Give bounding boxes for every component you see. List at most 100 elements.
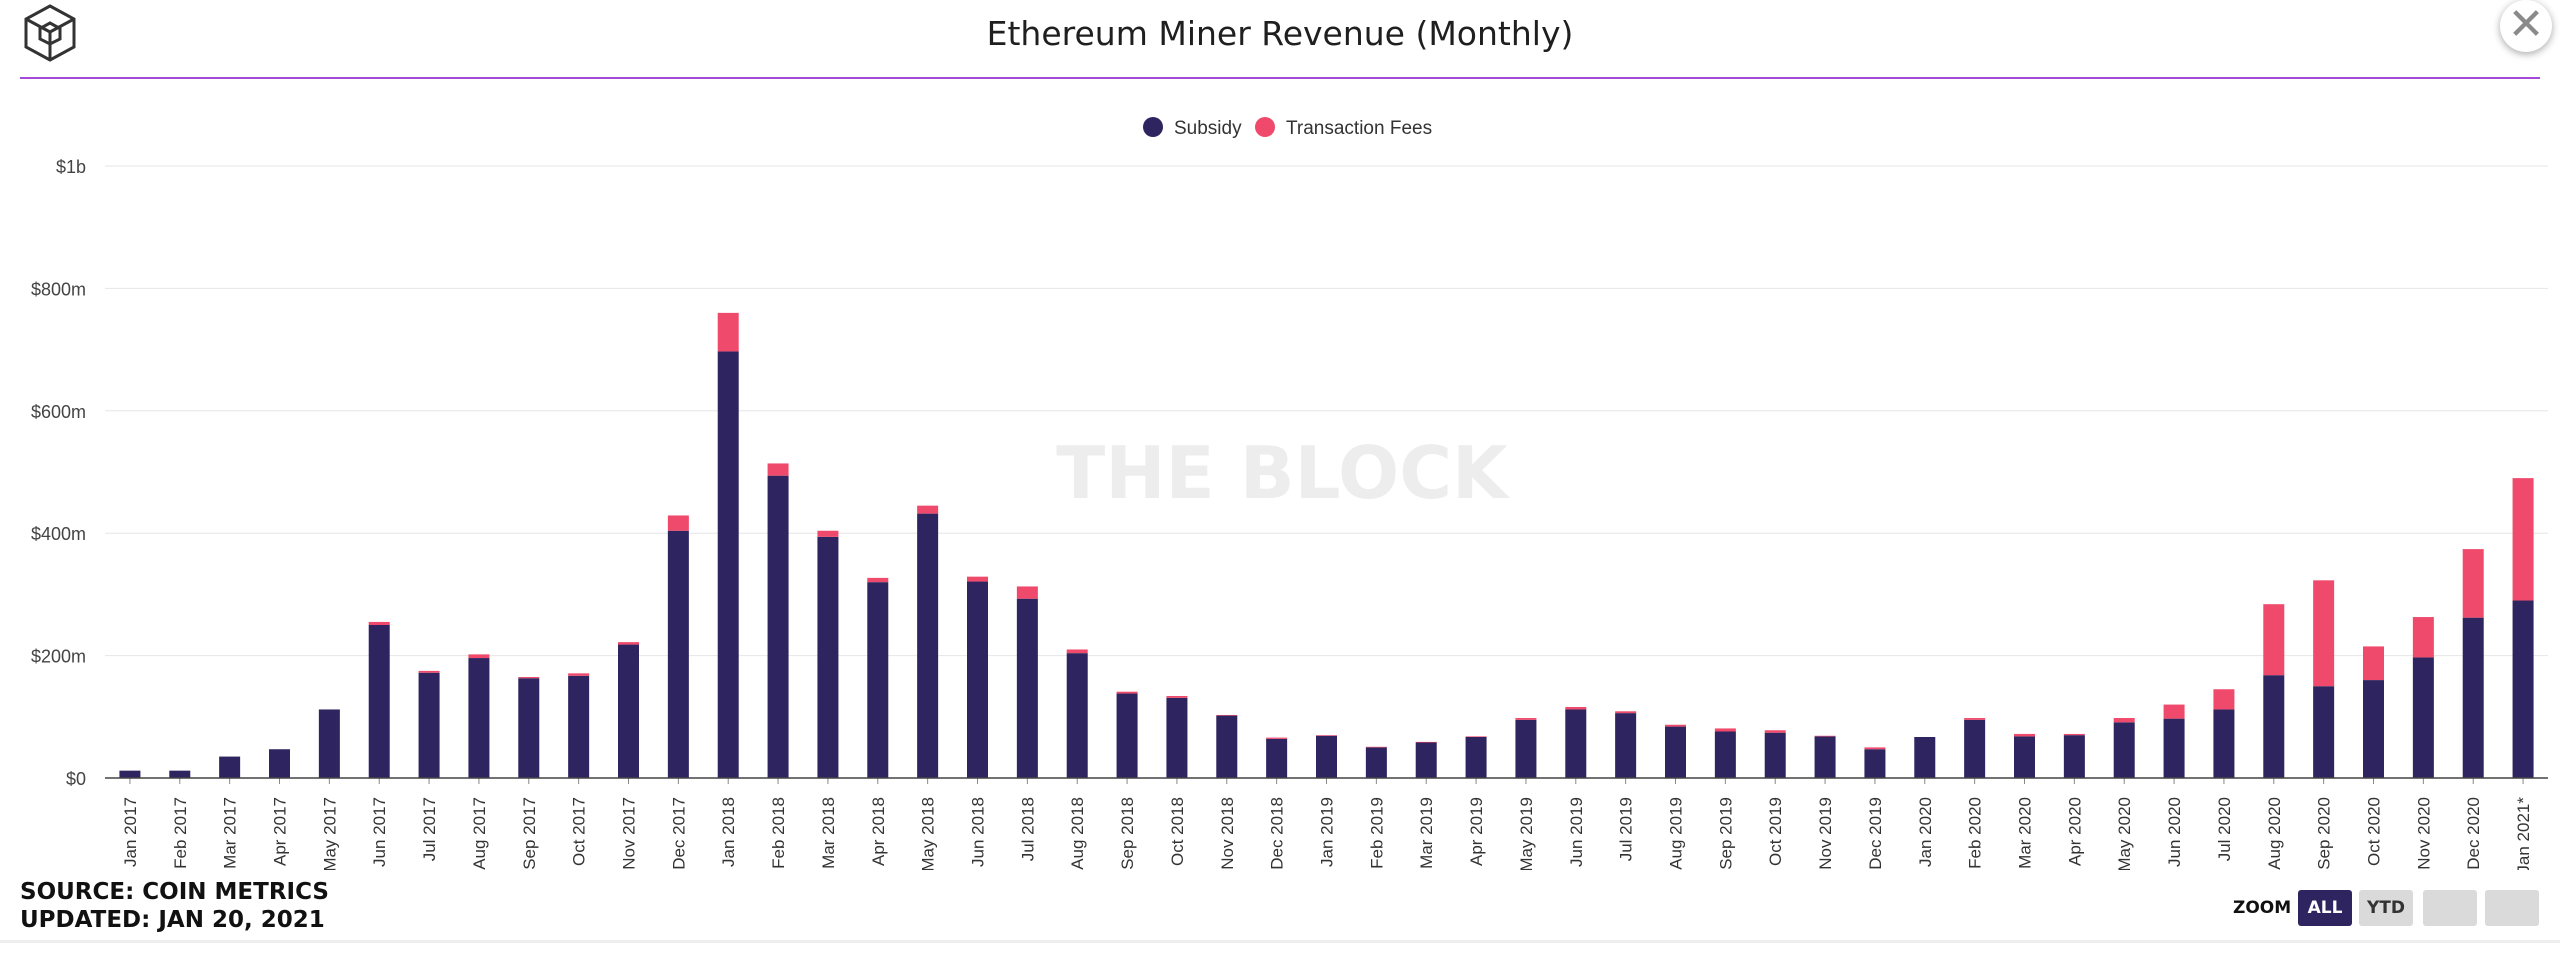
- subsidy-bar[interactable]: [1565, 709, 1587, 778]
- subsidy-bar[interactable]: [1665, 726, 1686, 778]
- subsidy-bar[interactable]: [2313, 686, 2335, 778]
- subsidy-bar[interactable]: [219, 756, 241, 778]
- zoom-ytd-button[interactable]: YTD: [2359, 890, 2413, 926]
- subsidy-bar[interactable]: [368, 625, 390, 778]
- subsidy-bar[interactable]: [2412, 657, 2434, 778]
- fees-bar[interactable]: [1016, 586, 1038, 599]
- bar-stack[interactable]: [1166, 695, 1188, 778]
- bar-stack[interactable]: [2014, 733, 2035, 778]
- bar-stack[interactable]: [2063, 733, 2085, 778]
- bar-stack[interactable]: [717, 312, 739, 778]
- fees-bar[interactable]: [767, 463, 789, 476]
- bar-stack[interactable]: [817, 530, 839, 778]
- subsidy-bar[interactable]: [2512, 600, 2534, 778]
- fees-bar[interactable]: [418, 670, 440, 673]
- legend-item-subsidy[interactable]: Subsidy: [1143, 117, 1242, 139]
- subsidy-bar[interactable]: [767, 475, 789, 778]
- bar-stack[interactable]: [967, 576, 988, 778]
- subsidy-bar[interactable]: [2113, 722, 2135, 778]
- fees-bar[interactable]: [917, 505, 939, 514]
- fees-bar[interactable]: [1864, 747, 1886, 750]
- fees-bar[interactable]: [568, 673, 590, 676]
- subsidy-bar[interactable]: [1814, 736, 1836, 778]
- bar-stack[interactable]: [2363, 646, 2384, 778]
- subsidy-bar[interactable]: [2063, 735, 2085, 778]
- subsidy-bar[interactable]: [2014, 736, 2035, 778]
- subsidy-bar[interactable]: [1615, 713, 1637, 778]
- bar-stack[interactable]: [418, 670, 440, 778]
- bar-stack[interactable]: [1565, 707, 1587, 778]
- bar-stack[interactable]: [667, 515, 689, 778]
- bar-stack[interactable]: [169, 770, 191, 778]
- close-button[interactable]: ✕: [2500, 0, 2552, 52]
- fees-bar[interactable]: [2163, 704, 2185, 719]
- zoom-range-button-2[interactable]: [2485, 890, 2539, 926]
- fees-bar[interactable]: [1665, 724, 1686, 727]
- bar-stack[interactable]: [1864, 747, 1886, 778]
- subsidy-bar[interactable]: [1864, 749, 1886, 778]
- subsidy-bar[interactable]: [1266, 738, 1288, 778]
- bar-stack[interactable]: [1714, 728, 1736, 778]
- bar-stack[interactable]: [568, 673, 590, 778]
- subsidy-bar[interactable]: [967, 581, 988, 778]
- fees-bar[interactable]: [1166, 695, 1188, 698]
- subsidy-bar[interactable]: [1714, 731, 1736, 778]
- subsidy-bar[interactable]: [917, 513, 939, 778]
- fees-bar[interactable]: [2412, 617, 2434, 658]
- fees-bar[interactable]: [1565, 707, 1587, 710]
- fees-bar[interactable]: [1714, 728, 1736, 732]
- bar-stack[interactable]: [1515, 718, 1537, 778]
- bar-stack[interactable]: [1665, 724, 1686, 778]
- fees-bar[interactable]: [1216, 714, 1238, 716]
- zoom-all-button[interactable]: ALL: [2298, 890, 2352, 926]
- fees-bar[interactable]: [2063, 733, 2085, 736]
- fees-bar[interactable]: [1316, 735, 1337, 736]
- the-block-cube-icon[interactable]: [20, 3, 80, 63]
- bar-stack[interactable]: [917, 505, 939, 778]
- fees-bar[interactable]: [2462, 549, 2484, 618]
- zoom-range-button-1[interactable]: [2423, 890, 2477, 926]
- subsidy-bar[interactable]: [1016, 598, 1038, 778]
- subsidy-bar[interactable]: [418, 672, 440, 778]
- bar-stack[interactable]: [1116, 691, 1138, 778]
- bar-stack[interactable]: [1914, 736, 1936, 778]
- bar-stack[interactable]: [2412, 617, 2434, 778]
- fees-bar[interactable]: [667, 515, 689, 531]
- fees-bar[interactable]: [967, 576, 988, 582]
- subsidy-bar[interactable]: [817, 536, 839, 778]
- bar-stack[interactable]: [1814, 735, 1836, 778]
- fees-bar[interactable]: [368, 621, 390, 625]
- fees-bar[interactable]: [1066, 649, 1088, 654]
- fees-bar[interactable]: [867, 577, 889, 583]
- fees-bar[interactable]: [1415, 741, 1437, 743]
- bar-stack[interactable]: [318, 709, 340, 778]
- subsidy-bar[interactable]: [1216, 715, 1238, 778]
- subsidy-bar[interactable]: [1465, 736, 1487, 778]
- fees-bar[interactable]: [1615, 711, 1637, 714]
- bar-stack[interactable]: [1365, 746, 1387, 778]
- subsidy-bar[interactable]: [119, 770, 141, 778]
- bar-stack[interactable]: [1216, 714, 1238, 778]
- subsidy-bar[interactable]: [518, 678, 540, 778]
- fees-bar[interactable]: [1764, 730, 1786, 733]
- fees-bar[interactable]: [2512, 478, 2534, 601]
- subsidy-bar[interactable]: [2462, 617, 2484, 778]
- bar-stack[interactable]: [2113, 718, 2135, 778]
- subsidy-bar[interactable]: [1914, 736, 1936, 778]
- bar-stack[interactable]: [1615, 711, 1637, 778]
- bar-stack[interactable]: [1066, 649, 1088, 778]
- fees-bar[interactable]: [1116, 691, 1138, 694]
- subsidy-bar[interactable]: [618, 644, 639, 778]
- subsidy-bar[interactable]: [717, 351, 739, 778]
- subsidy-bar[interactable]: [2363, 680, 2384, 778]
- subsidy-bar[interactable]: [1066, 653, 1088, 778]
- subsidy-bar[interactable]: [1764, 732, 1786, 778]
- subsidy-bar[interactable]: [2163, 718, 2185, 778]
- bar-stack[interactable]: [1316, 735, 1337, 778]
- fees-bar[interactable]: [468, 654, 490, 659]
- subsidy-bar[interactable]: [2213, 709, 2235, 778]
- bar-stack[interactable]: [1764, 730, 1786, 778]
- bar-stack[interactable]: [2313, 580, 2335, 778]
- subsidy-bar[interactable]: [468, 658, 490, 778]
- fees-bar[interactable]: [2213, 689, 2235, 710]
